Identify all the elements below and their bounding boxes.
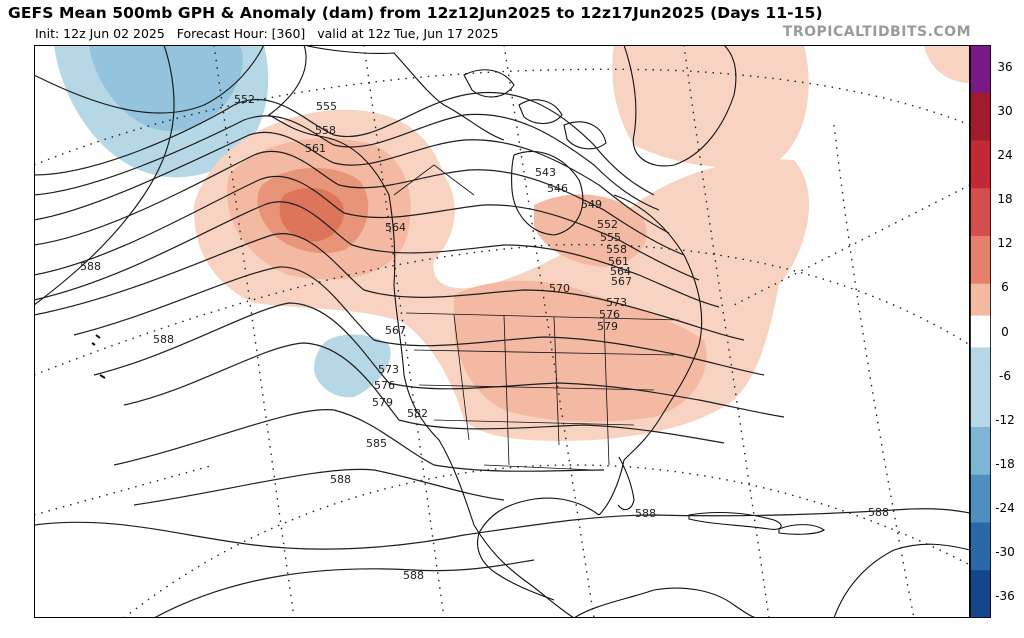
colorbar-cell <box>970 92 991 110</box>
colorbar-cell <box>970 586 991 603</box>
colorbar-cell <box>970 60 991 78</box>
colorbar-cell <box>970 140 991 157</box>
colorbar-cells <box>970 45 991 618</box>
colorbar-tick-label: 0 <box>1001 324 1009 339</box>
colorbar-cell <box>970 411 991 428</box>
colorbar-cell <box>970 76 991 94</box>
init-time: Init: 12z Jun 02 2025 <box>35 26 165 41</box>
colorbar-tick-label: -30 <box>995 544 1015 559</box>
colorbar-cell <box>970 602 991 618</box>
colorbar-cell <box>970 427 991 444</box>
run-info: Init: 12z Jun 02 2025 Forecast Hour: [36… <box>35 26 499 41</box>
colorbar-cell <box>970 506 991 523</box>
colorbar-cell <box>970 490 991 508</box>
colorbar-cell <box>970 108 991 126</box>
colorbar-tick-label: 30 <box>997 104 1013 119</box>
colorbar-cell <box>970 522 991 539</box>
colorbar-tick-label: 18 <box>997 192 1013 207</box>
height-contours <box>34 45 970 618</box>
colorbar-cell <box>970 570 991 587</box>
valid-time: valid at 12z Tue, Jun 17 2025 <box>317 26 499 41</box>
colorbar-cell <box>970 331 991 348</box>
colorbar-cell <box>970 395 991 412</box>
colorbar-cell <box>970 347 991 364</box>
colorbar-cell <box>970 315 991 332</box>
colorbar-cell <box>970 267 991 285</box>
colorbar-tick-label: -12 <box>995 412 1015 427</box>
colorbar-tick-label: -18 <box>995 456 1015 471</box>
colorbar-cell <box>970 538 991 555</box>
coastlines <box>91 45 970 618</box>
colorbar-cell <box>970 442 991 460</box>
colorbar-cell <box>970 283 991 301</box>
colorbar-cell <box>970 554 991 571</box>
forecast-hour: Forecast Hour: [360] <box>176 26 306 41</box>
colorbar-cell <box>970 172 991 189</box>
colorbar-cell <box>970 236 991 253</box>
state-borders <box>393 164 680 471</box>
colorbar-tick-label: -6 <box>999 368 1011 383</box>
colorbar-cell <box>970 45 991 62</box>
colorbar-cell <box>970 299 991 317</box>
colorbar-cell <box>970 363 991 380</box>
colorbar-frame <box>970 45 991 618</box>
colorbar-cell <box>970 474 991 492</box>
colorbar-tick-label: -36 <box>995 589 1015 603</box>
colorbar-tick-label: 6 <box>1001 280 1009 295</box>
site-credit: TROPICALTIDBITS.COM <box>782 24 971 40</box>
colorbar-tick-label: 24 <box>997 148 1013 163</box>
colorbar-cell <box>970 204 991 221</box>
colorbar <box>970 45 991 618</box>
map-panel <box>34 45 970 618</box>
colorbar-cell <box>970 220 991 237</box>
colorbar-cell <box>970 379 991 396</box>
colorbar-cell <box>970 124 991 141</box>
colorbar-cell <box>970 156 991 173</box>
colorbar-tick-label: 36 <box>997 60 1013 74</box>
colorbar-cell <box>970 251 991 269</box>
colorbar-cell <box>970 188 991 205</box>
map-frame <box>34 45 970 618</box>
colorbar-cell <box>970 458 991 476</box>
colorbar-tick-label: -24 <box>995 500 1015 515</box>
lat-lon-grid <box>34 45 970 618</box>
map-title: GEFS Mean 500mb GPH & Anomaly (dam) from… <box>8 4 823 22</box>
colorbar-tick-label: 12 <box>997 236 1013 251</box>
